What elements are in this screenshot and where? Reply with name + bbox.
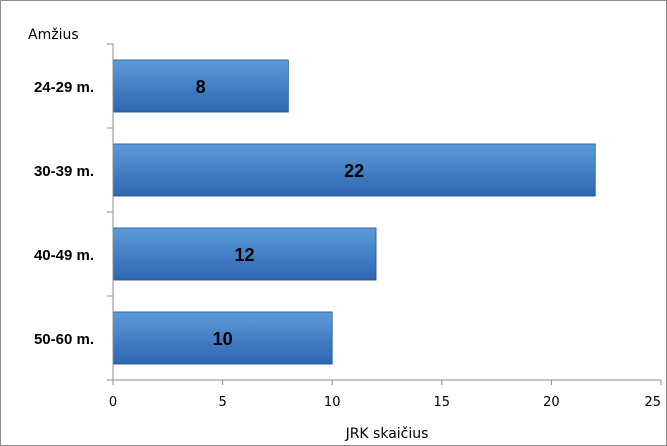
data-label-1: 8 [196,77,206,97]
x-tick-label-2: 10 [324,395,341,410]
x-tick-label-4: 20 [543,395,560,410]
bars-group: 8 22 12 10 [112,59,596,365]
data-label-2: 22 [344,161,364,181]
bar-2 [112,143,596,197]
bar-4 [112,311,333,365]
x-axis-title: JRK skaičius [345,426,429,442]
x-tick-label-1: 5 [218,395,226,410]
bar-1 [112,59,289,113]
y-tick-label-1: 24-29 m. [34,79,94,96]
x-tick-label-5: 25 [644,395,661,410]
bar-3 [112,227,377,281]
x-tick-label-3: 15 [434,395,451,410]
y-tick-label-2: 30-39 m. [34,163,94,180]
y-tick-label-4: 50-60 m. [34,331,94,348]
axes-group: 24-29 m. 30-39 m. 40-49 m. 50-60 m. 0 5 10 15 20… [34,43,662,410]
y-axis-title: Amžius [28,27,79,43]
data-label-3: 12 [235,245,255,265]
data-label-4: 10 [213,329,233,349]
x-tick-label-0: 0 [109,395,117,410]
y-tick-label-3: 40-49 m. [34,247,94,264]
